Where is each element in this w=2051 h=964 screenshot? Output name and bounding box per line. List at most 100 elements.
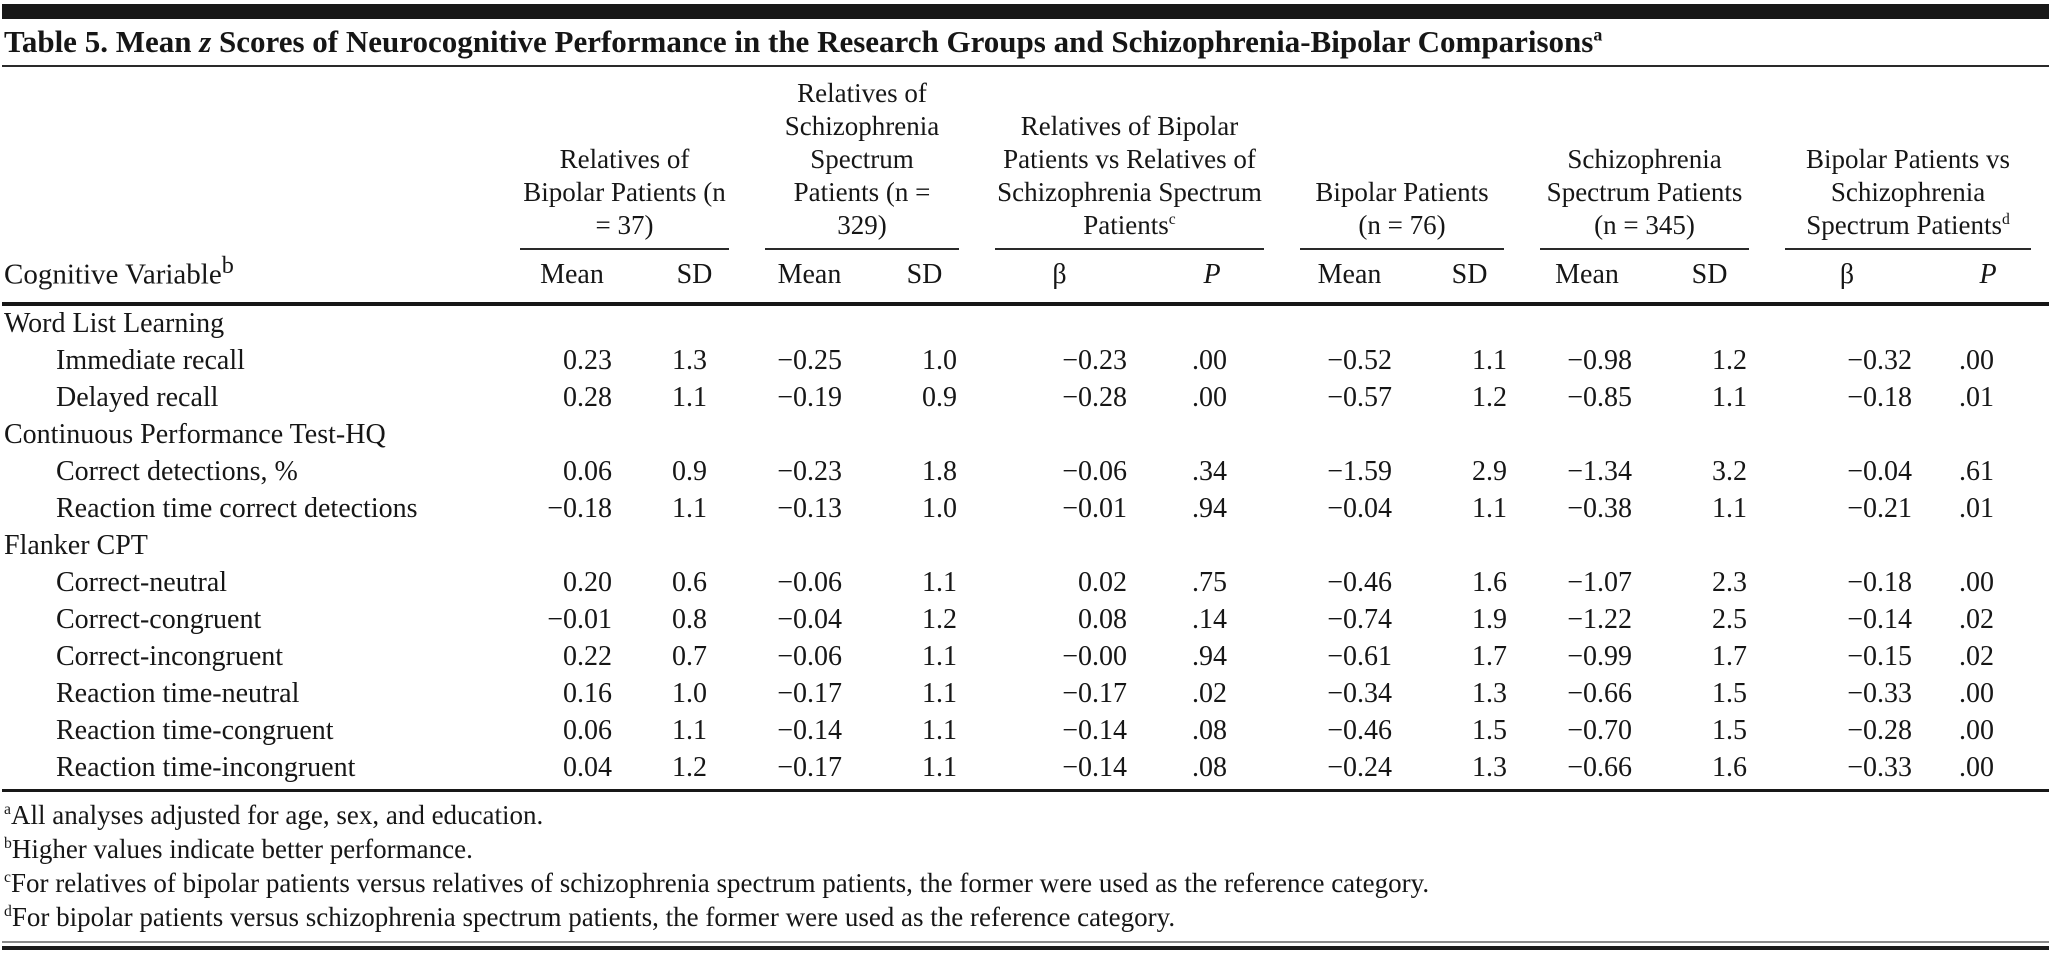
footnote-mark-c-ref: c xyxy=(1168,211,1176,228)
cell-value: −0.99 xyxy=(1567,641,1633,672)
bottom-rule-thick xyxy=(2,946,2049,950)
footnote-d: dFor bipolar patients versus schizophren… xyxy=(4,900,2049,934)
cell-value: 0.6 xyxy=(672,567,707,598)
row-label: Immediate recall xyxy=(56,345,245,376)
table-row: Reaction time-neutral 0.16 1.0 −0.17 1.1… xyxy=(2,676,2049,713)
table-title: Table 5. Mean z Scores of Neurocognitive… xyxy=(2,19,2049,65)
cell-value: 1.2 xyxy=(1712,345,1748,376)
cell-value: −0.46 xyxy=(1327,715,1393,746)
cell-value: −0.66 xyxy=(1567,678,1633,709)
cell-value: −0.13 xyxy=(777,493,842,524)
cell-value: −0.01 xyxy=(1062,493,1127,524)
cell-value: 0.16 xyxy=(563,678,612,709)
footnote-a: aAll analyses adjusted for age, sex, and… xyxy=(4,798,2049,832)
cell-value: −0.61 xyxy=(1327,641,1393,672)
cell-value: 1.1 xyxy=(922,715,957,746)
cell-value: 1.6 xyxy=(1652,750,1768,792)
cell-value: −0.15 xyxy=(1847,641,1913,672)
section-label: Continuous Performance Test-HQ xyxy=(4,419,386,450)
cell-value: 1.7 xyxy=(1712,641,1748,672)
col-group-label: Schizophrenia Spectrum Patients (n = 345… xyxy=(1546,144,1743,240)
table-title-suffix: Scores of Neurocognitive Performance in … xyxy=(211,24,1594,59)
section-row: Flanker CPT xyxy=(2,528,2049,565)
cell-value: 0.7 xyxy=(672,641,707,672)
top-rule xyxy=(2,4,2049,19)
cell-value: −0.06 xyxy=(777,641,842,672)
cell-value: −0.74 xyxy=(1327,604,1393,635)
cell-value: −0.19 xyxy=(777,382,842,413)
cell-value: 1.5 xyxy=(1712,678,1748,709)
cell-value: −0.52 xyxy=(1327,345,1393,376)
cell-value: −1.34 xyxy=(1567,456,1633,487)
cell-value: −0.98 xyxy=(1567,345,1633,376)
cell-value: 1.2 xyxy=(1472,382,1508,413)
neurocognitive-scores-table: Cognitive Variableb Relatives of Bipolar… xyxy=(2,67,2050,792)
cell-value: .00 xyxy=(1192,382,1228,413)
table-row: Correct-neutral 0.20 0.6 −0.06 1.1 0.02 … xyxy=(2,565,2049,602)
cell-value: 0.23 xyxy=(563,345,612,376)
section-row: Word List Learning xyxy=(2,304,2049,343)
cell-value: −0.00 xyxy=(1062,641,1127,672)
col-group-label: Relatives of Schizophrenia Spectrum Pati… xyxy=(784,78,940,240)
table-row: Reaction time-incongruent 0.04 1.2 −0.17… xyxy=(2,750,2050,792)
cell-value: .34 xyxy=(1192,456,1228,487)
cell-value: .00 xyxy=(1927,750,2050,792)
col-group-label: Relatives of Bipolar Patients (n = 37) xyxy=(523,144,726,240)
col-group-bipolar-patients: Bipolar Patients (n = 76) xyxy=(1282,67,1522,250)
cell-value: .01 xyxy=(1959,493,1995,524)
cell-value: −0.06 xyxy=(777,567,842,598)
cell-value: −0.70 xyxy=(1567,715,1633,746)
cell-value: −1.07 xyxy=(1567,567,1633,598)
cell-value: .00 xyxy=(1192,345,1228,376)
cell-value: −1.59 xyxy=(1327,456,1393,487)
cell-value: −0.23 xyxy=(1062,345,1127,376)
cell-value: −0.21 xyxy=(1847,493,1913,524)
cell-value: −0.28 xyxy=(1847,715,1913,746)
cell-value: 3.2 xyxy=(1712,456,1748,487)
cell-value: .14 xyxy=(1192,604,1228,635)
footnote-c: cFor relatives of bipolar patients versu… xyxy=(4,866,2049,900)
cell-value: −0.04 xyxy=(1327,493,1393,524)
footnote-text: All analyses adjusted for age, sex, and … xyxy=(10,800,544,830)
bottom-rule-gap xyxy=(2,943,2049,946)
cell-value: 0.9 xyxy=(922,382,957,413)
cell-value: 1.5 xyxy=(1472,715,1508,746)
cell-value: 1.1 xyxy=(1472,345,1508,376)
footnote-mark: b xyxy=(4,835,12,852)
cell-value: 1.1 xyxy=(1472,493,1508,524)
cell-value: −0.18 xyxy=(547,493,612,524)
cell-value: 0.02 xyxy=(1078,567,1127,598)
cell-value: 1.2 xyxy=(922,604,957,635)
bottom-rule-thin xyxy=(2,941,2049,943)
footnote-mark-b-ref: b xyxy=(221,252,234,280)
cell-value: .00 xyxy=(1959,567,1995,598)
cell-value: .00 xyxy=(1959,678,1995,709)
cell-value: −0.28 xyxy=(1062,382,1127,413)
cell-value: 1.3 xyxy=(1472,678,1508,709)
row-label: Delayed recall xyxy=(56,382,219,413)
cell-value: 1.1 xyxy=(672,493,707,524)
table-row: Reaction time correct detections −0.18 1… xyxy=(2,491,2049,528)
cell-value: 0.22 xyxy=(563,641,612,672)
cell-value: 1.3 xyxy=(1417,750,1523,792)
row-label: Correct-congruent xyxy=(56,604,262,635)
cell-value: 2.5 xyxy=(1712,604,1748,635)
subheader-beta: β xyxy=(1767,250,1928,306)
cell-value: 1.1 xyxy=(922,641,957,672)
cell-value: 1.0 xyxy=(922,493,957,524)
cell-value: −0.04 xyxy=(1847,456,1913,487)
column-header-cognitive-variable: Cognitive Variableb xyxy=(2,67,502,306)
subheader-sd: SD xyxy=(1417,250,1523,306)
col-group-schizophrenia-patients: Schizophrenia Spectrum Patients (n = 345… xyxy=(1522,67,1767,250)
cell-value: −0.17 xyxy=(1062,678,1127,709)
cognitive-variable-label: Cognitive Variable xyxy=(4,259,222,291)
footnotes: aAll analyses adjusted for age, sex, and… xyxy=(2,792,2049,934)
cell-value: 1.1 xyxy=(872,750,977,792)
footnote-mark-a-ref: a xyxy=(1593,24,1603,45)
cell-value: 0.28 xyxy=(563,382,612,413)
footnote-text: For bipolar patients versus schizophreni… xyxy=(11,902,1176,932)
col-group-relatives-bipolar: Relatives of Bipolar Patients (n = 37) xyxy=(502,67,747,250)
cell-value: 1.9 xyxy=(1472,604,1508,635)
cell-value: −0.57 xyxy=(1327,382,1393,413)
